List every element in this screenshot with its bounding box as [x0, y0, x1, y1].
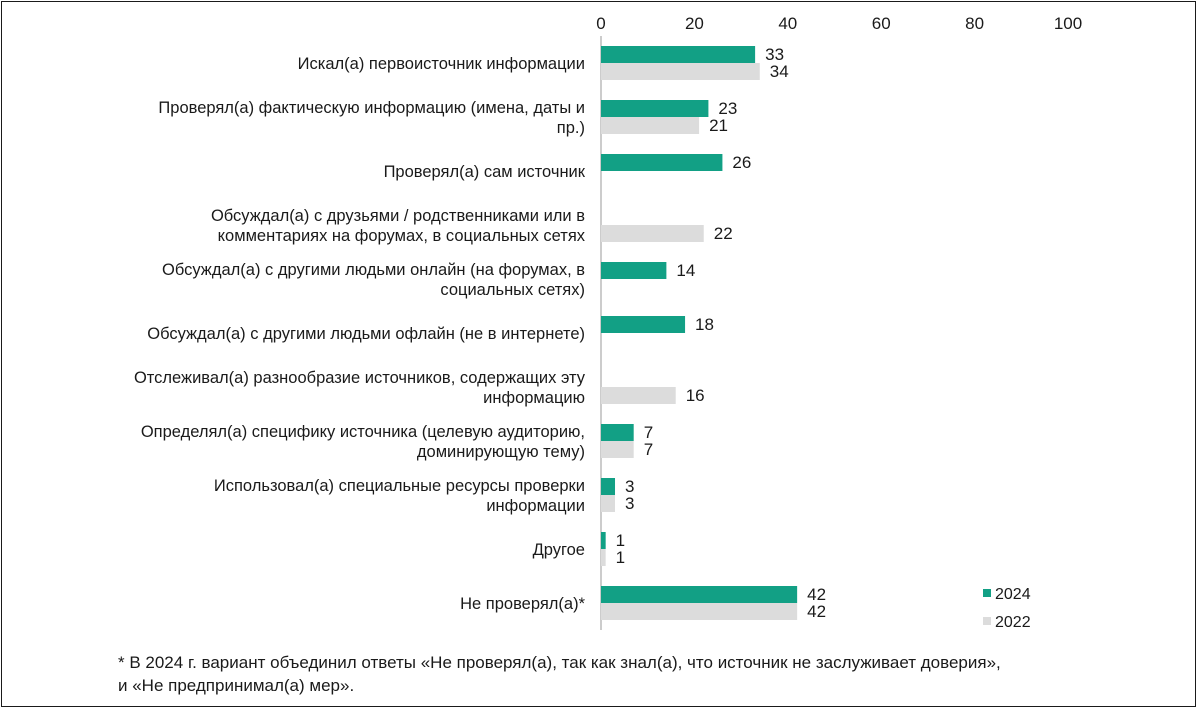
- data-label-2024: 33: [765, 45, 784, 64]
- data-label-2024: 14: [676, 261, 695, 280]
- bar-2024: [601, 478, 616, 495]
- category-label: Обсуждал(а) с другими людьми онлайн (на …: [162, 261, 585, 279]
- x-axis-ticks: 0 20 40 60 80 100: [596, 14, 1082, 33]
- data-label-2024: 18: [695, 315, 714, 334]
- data-label-2024: 26: [732, 153, 751, 172]
- data-label-2022: 42: [807, 602, 826, 621]
- data-label-2022: 7: [644, 440, 653, 459]
- data-label-2022: 16: [686, 386, 705, 405]
- footnote-line-2: и «Не предпринимал(а) мер».: [118, 676, 355, 695]
- data-label-2022: 34: [770, 62, 789, 81]
- data-label-2022: 22: [714, 224, 733, 243]
- category-label: Искал(а) первоисточник информации: [298, 55, 585, 73]
- category-label: Не проверял(а)*: [460, 595, 585, 613]
- legend-label-2024: 2024: [995, 586, 1031, 603]
- bar-2024: [601, 532, 606, 549]
- category-label: Проверял(а) сам источник: [384, 163, 586, 181]
- category-label: комментариях на форумах, в социальных се…: [218, 227, 586, 245]
- bar-2022: [601, 441, 634, 458]
- x-tick-label: 80: [965, 14, 984, 33]
- x-tick-label: 0: [596, 14, 605, 33]
- bar-2022: [601, 63, 760, 80]
- category-label: Использовал(а) специальные ресурсы прове…: [214, 477, 585, 495]
- bar-2024: [601, 154, 723, 171]
- bar-2022: [601, 225, 704, 242]
- category-label: Другое: [533, 541, 585, 559]
- x-tick-label: 100: [1054, 14, 1082, 33]
- data-label-2024: 1: [616, 531, 625, 550]
- data-label-2024: 3: [625, 477, 634, 496]
- category-label: Обсуждал(а) с другими людьми офлайн (не …: [147, 325, 585, 343]
- bar-2024: [601, 586, 798, 603]
- bar-chart: 0 20 40 60 80 100 Искал(а) первоисточник инфо…: [134, 14, 1082, 631]
- bar-2022: [601, 387, 676, 404]
- data-label-2022: 1: [616, 548, 625, 567]
- data-label-2024: 23: [718, 99, 737, 118]
- category-label: Проверял(а) фактическую информацию (имен…: [158, 99, 585, 117]
- category-labels: Искал(а) первоисточник информации Проверя…: [134, 55, 586, 613]
- footnote-line-1: * В 2024 г. вариант объединил ответы «Не…: [118, 653, 1001, 672]
- data-label-2022: 3: [625, 494, 634, 513]
- bar-2022: [601, 603, 798, 620]
- bar-2024: [601, 46, 756, 63]
- data-label-2024: 7: [644, 423, 653, 442]
- legend-swatch-2022: [983, 617, 991, 625]
- legend-swatch-2024: [983, 589, 991, 597]
- bar-2024: [601, 262, 667, 279]
- category-label: пр.): [557, 119, 585, 137]
- category-label: доминирующую тему): [417, 443, 585, 461]
- category-label: Определял(а) специфику источника (целеву…: [141, 423, 585, 441]
- bar-2022: [601, 495, 616, 512]
- data-label-2022: 21: [709, 116, 728, 135]
- x-tick-label: 40: [778, 14, 797, 33]
- x-tick-label: 60: [872, 14, 891, 33]
- bar-2024: [601, 316, 686, 333]
- category-label: Обсуждал(а) с друзьями / родственниками …: [211, 207, 585, 225]
- legend: 2024 2022: [983, 586, 1031, 631]
- bar-2022: [601, 117, 700, 134]
- footnote: * В 2024 г. вариант объединил ответы «Не…: [118, 651, 1178, 697]
- category-label: информацию: [483, 389, 585, 407]
- x-tick-label: 20: [685, 14, 704, 33]
- legend-label-2022: 2022: [995, 614, 1031, 631]
- category-label: информации: [486, 497, 585, 515]
- data-label-2024: 42: [807, 585, 826, 604]
- bar-2022: [601, 549, 606, 566]
- bar-2024: [601, 424, 634, 441]
- category-label: Отслеживал(а) разнообразие источников, с…: [134, 369, 586, 387]
- category-label: социальных сетях): [440, 281, 585, 299]
- bar-2024: [601, 100, 709, 117]
